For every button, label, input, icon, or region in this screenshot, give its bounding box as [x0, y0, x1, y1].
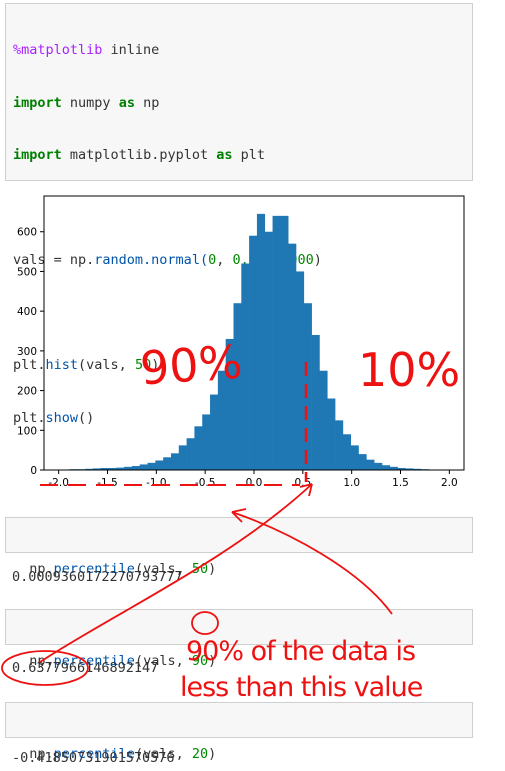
x-axis: -2.0 -1.5 -1.0 -0.5 0.0 0.5 1.0 1.5 2.0 [48, 470, 457, 489]
as-keyword: as [216, 147, 232, 163]
code-text: ) [208, 746, 216, 762]
magic-keyword: %matplotlib [13, 42, 102, 58]
annotation-note-line1: 90% of the data is [186, 636, 415, 667]
import-keyword: import [13, 95, 62, 111]
histogram-bar [194, 426, 202, 470]
histogram-bar [171, 453, 179, 470]
histogram-bar [335, 420, 343, 470]
module-name: numpy [70, 95, 111, 111]
y-tick-label: 200 [17, 386, 37, 398]
y-tick-label: 100 [17, 425, 37, 437]
histogram-bar [257, 214, 265, 470]
histogram-bars [54, 214, 445, 470]
histogram-bar [382, 465, 390, 470]
import-keyword: import [13, 147, 62, 163]
histogram-bar [319, 371, 327, 470]
histogram-bar [187, 438, 195, 470]
x-tick-label: 1.0 [343, 477, 360, 489]
histogram-bar [179, 445, 187, 470]
histogram-bar [249, 236, 257, 470]
x-tick-label: -1.5 [97, 477, 118, 489]
code-text: ) [208, 561, 216, 577]
y-axis: 0 100 200 300 400 500 600 [17, 227, 44, 477]
histogram-bar [273, 216, 281, 470]
histogram-bar [155, 460, 163, 470]
module-name: matplotlib.pyplot [70, 147, 208, 163]
alias-name: np [143, 95, 159, 111]
histogram-bar [312, 335, 320, 470]
output-percentile-50: 0.0009360172270793777 [12, 569, 183, 585]
x-tick-label: 2.0 [441, 477, 458, 489]
x-tick-label: -0.5 [195, 477, 216, 489]
number-literal: 20 [192, 746, 208, 762]
alias-name: plt [241, 147, 265, 163]
histogram-bar [374, 463, 382, 470]
histogram-plot: 0 100 200 300 400 500 600 -2.0 -1.5 -1.0 -0.5 0.0 0… [0, 185, 505, 495]
histogram-bar [148, 463, 156, 470]
histogram-bar [296, 271, 304, 470]
histogram-bar [140, 464, 148, 470]
histogram-bar [304, 303, 312, 470]
magic-arg: inline [111, 42, 160, 58]
code-cell-percentile-50[interactable]: np.percentile(vals, 50) [5, 517, 473, 553]
histogram-bar [351, 445, 359, 470]
annotation-note-line2: less than this value [180, 672, 422, 703]
histogram-bar [327, 399, 335, 470]
histogram-bar [132, 466, 140, 470]
histogram-bar [163, 457, 171, 470]
y-tick-label: 600 [17, 227, 37, 239]
output-percentile-20: -0.41850731901570576 [12, 750, 175, 766]
x-tick-label: 0.0 [246, 477, 263, 489]
annotation-10-percent: 10% [358, 343, 460, 397]
histogram-bar [366, 460, 374, 470]
y-tick-label: 0 [30, 465, 37, 477]
as-keyword: as [119, 95, 135, 111]
y-tick-label: 500 [17, 266, 37, 278]
histogram-bar [359, 454, 367, 470]
y-tick-label: 300 [17, 346, 37, 358]
x-tick-label: 0.5 [294, 477, 311, 489]
x-tick-label: -2.0 [48, 477, 69, 489]
histogram-bar [280, 216, 288, 470]
output-percentile-90: 0.6377966146892147 [12, 660, 158, 676]
code-cell-percentile-20[interactable]: np.percentile(vals, 20) [5, 702, 473, 738]
histogram-bar [202, 414, 210, 470]
histogram-bar [343, 434, 351, 470]
y-tick-label: 400 [17, 306, 37, 318]
histogram-bar [265, 232, 273, 470]
number-literal: 50 [192, 561, 208, 577]
x-tick-label: 1.5 [392, 477, 409, 489]
annotation-90-percent: 90% [138, 334, 244, 395]
histogram-bar [288, 244, 296, 470]
histogram-bar [210, 395, 218, 470]
x-tick-label: -1.0 [146, 477, 167, 489]
code-cell-imports[interactable]: %matplotlib inline import numpy as np im… [5, 3, 473, 181]
